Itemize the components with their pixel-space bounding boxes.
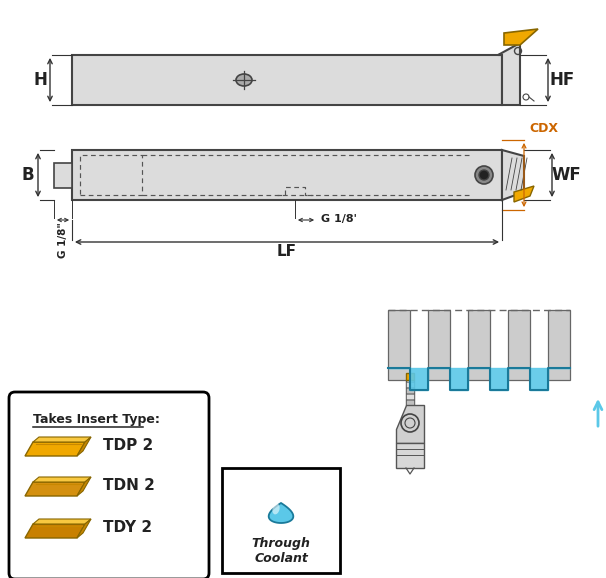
Text: B: B [22,166,35,184]
Bar [406,394,414,399]
Bar [406,400,414,405]
Polygon shape [33,437,91,442]
Polygon shape [396,405,424,443]
Ellipse shape [236,74,252,86]
Polygon shape [25,442,85,456]
Text: H: H [33,71,47,89]
Bar [72,150,502,200]
Text: CDX: CDX [529,121,558,135]
Text: Takes Insert Type:: Takes Insert Type: [33,413,160,427]
Polygon shape [77,519,91,538]
Polygon shape [25,482,85,496]
Text: G 1/8": G 1/8" [58,222,68,258]
Polygon shape [502,150,524,200]
Polygon shape [406,373,414,380]
FancyBboxPatch shape [9,392,209,578]
Text: TDN 2: TDN 2 [103,479,155,494]
Polygon shape [498,43,520,105]
Bar [396,443,424,468]
Bar [548,310,570,380]
Text: HF: HF [550,71,574,89]
Bar [406,382,414,387]
Polygon shape [268,503,293,523]
Text: LF: LF [277,244,297,260]
Text: TDY 2: TDY 2 [103,521,152,535]
Polygon shape [33,477,91,482]
Bar [406,380,414,405]
Polygon shape [77,477,91,496]
Text: Through
Coolant: Through Coolant [251,537,310,565]
Polygon shape [33,519,91,524]
Polygon shape [504,29,538,45]
Bar [72,55,502,105]
Bar [54,162,72,187]
Circle shape [479,170,489,180]
Polygon shape [388,368,570,390]
Polygon shape [25,524,85,538]
Bar [468,310,490,380]
Bar [508,310,530,380]
Polygon shape [514,186,534,202]
FancyBboxPatch shape [222,468,340,573]
Bar [428,310,450,380]
Polygon shape [77,437,91,456]
Text: TDP 2: TDP 2 [103,439,153,454]
Text: WF: WF [551,166,581,184]
Ellipse shape [272,503,279,514]
Text: G 1/8': G 1/8' [321,214,357,224]
Circle shape [475,166,493,184]
Bar [388,310,410,380]
Bar [406,388,414,393]
